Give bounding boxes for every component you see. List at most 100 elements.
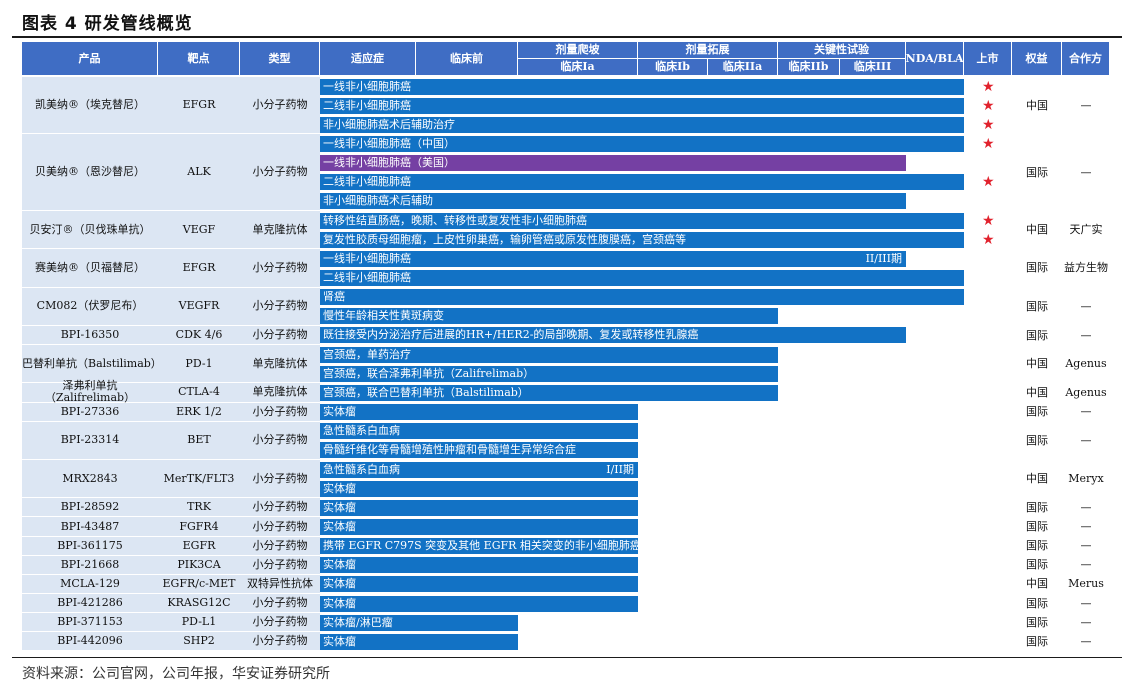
product-target: SHP2 (158, 632, 240, 652)
product-type: 小分子药物 (240, 325, 320, 346)
product-rights: 国际 (1026, 634, 1048, 648)
pipeline-bar: 一线非小细胞肺癌 II/III期 (320, 250, 906, 267)
product-partner: — (1080, 539, 1092, 553)
product-target: EGFR (158, 536, 240, 556)
pipeline-bar: 宫颈癌，单药治疗 (320, 346, 778, 363)
product-type: 小分子药物 (240, 594, 320, 614)
header-preclinical: 临床前 (416, 42, 518, 76)
marketed-star-icon: ★ (982, 174, 995, 191)
pipeline-bar: 宫颈癌，联合巴替利单抗（Balstilimab） (320, 384, 778, 401)
product-type: 小分子药物 (240, 249, 320, 288)
product-name: MCLA-129 (22, 574, 158, 595)
indication-label: 实体瘤 (323, 577, 356, 591)
pipeline-bar: 二线非小细胞肺癌 (320, 270, 964, 286)
product-name: 贝美纳®（恩沙替尼） (22, 134, 158, 212)
header-product: 产品 (22, 42, 158, 76)
marketed-star-icon: ★ (982, 116, 995, 133)
product-target: BET (158, 421, 240, 460)
product-type: 单克隆抗体 (240, 211, 320, 250)
pipeline-bar: 实体瘤 (320, 499, 638, 516)
product-target: PD-1 (158, 345, 240, 384)
header-rights: 权益 (1012, 42, 1062, 76)
product-rights: 中国 (1026, 223, 1048, 237)
indication-label: 实体瘤/淋巴瘤 (323, 615, 393, 629)
pipeline-bar: 二线非小细胞肺癌 (320, 174, 964, 191)
indication-label: 非小细胞肺癌术后辅助治疗 (323, 117, 455, 131)
header-phase-2b: 临床IIb (778, 59, 840, 76)
product-rights: 中国 (1026, 357, 1048, 371)
product-partner: — (1080, 558, 1092, 572)
product-target: EFGR (158, 249, 240, 288)
product-type: 小分子药物 (240, 498, 320, 518)
product-name: CM082（伏罗尼布） (22, 287, 158, 326)
pipeline-bar: 非小细胞肺癌术后辅助治疗 (320, 116, 964, 133)
indication-label: 实体瘤 (323, 500, 356, 514)
pipeline-bar: 携带 EGFR C797S 突变及其他 EGFR 相关突变的非小细胞肺癌 (320, 538, 638, 555)
top-rule (12, 36, 1122, 38)
product-name: 贝安汀®（贝伐珠单抗） (22, 211, 158, 250)
marketed-star-icon: ★ (982, 135, 995, 152)
product-target: CDK 4/6 (158, 325, 240, 346)
product-target: EGFR/c-MET (158, 574, 240, 595)
product-target: ERK 1/2 (158, 402, 240, 422)
product-partner: — (1080, 433, 1092, 447)
product-type: 双特异性抗体 (240, 574, 320, 595)
page-title: 图表 4 研发管线概览 (22, 14, 193, 34)
product-target: TRK (158, 498, 240, 518)
product-target: EFGR (158, 77, 240, 135)
product-name: BPI-27336 (22, 402, 158, 422)
indication-label: 实体瘤 (323, 634, 356, 648)
product-target: ALK (158, 134, 240, 212)
product-rights: 国际 (1026, 405, 1048, 419)
product-name: BPI-442096 (22, 632, 158, 652)
pipeline-bar: 实体瘤 (320, 404, 638, 421)
product-partner: — (1080, 299, 1092, 313)
pipeline-bar: 骨髓纤维化等骨髓增殖性肿瘤和骨髓增生异常综合症 (320, 442, 638, 459)
product-partner: 天广实 (1069, 223, 1103, 237)
pipeline-bar: 急性髓系白血病 (320, 423, 638, 440)
indication-label: 携带 EGFR C797S 突变及其他 EGFR 相关突变的非小细胞肺癌 (323, 539, 638, 553)
indication-label: 急性髓系白血病 (323, 462, 400, 476)
product-name: BPI-21668 (22, 555, 158, 575)
header-phase-1b: 临床Ib (638, 59, 708, 76)
indication-label: 实体瘤 (323, 596, 356, 610)
product-type: 小分子药物 (240, 460, 320, 499)
pipeline-bar: 一线非小细胞肺癌（美国） (320, 155, 906, 172)
marketed-star-icon: ★ (982, 97, 995, 114)
indication-label: 非小细胞肺癌术后辅助 (323, 194, 433, 208)
header-pivotal: 关键性试验 (778, 42, 906, 59)
header-dose-escalation: 剂量爬坡 (518, 42, 638, 59)
pipeline-bar: 复发性胶质母细胞瘤，上皮性卵巢癌，输卵管癌或原发性腹膜癌，宫颈癌等 (320, 231, 964, 248)
product-name: BPI-43487 (22, 517, 158, 537)
header-phase-2a: 临床IIa (708, 59, 778, 76)
pipeline-bar: 实体瘤 (320, 633, 518, 650)
pipeline-bar: 一线非小细胞肺癌 (320, 78, 964, 95)
product-target: FGFR4 (158, 517, 240, 537)
indication-label: 慢性年龄相关性黄斑病变 (323, 309, 444, 323)
indication-label: 既往接受内分泌治疗后进展的HR+/HER2-的局部晚期、复发或转移性乳腺癌 (323, 328, 699, 342)
pipeline-bar: 实体瘤 (320, 595, 638, 612)
pipeline-bar: 既往接受内分泌治疗后进展的HR+/HER2-的局部晚期、复发或转移性乳腺癌 (320, 327, 906, 344)
indication-label: 肾癌 (323, 290, 345, 304)
pipeline-bar: 实体瘤 (320, 518, 638, 535)
product-partner: — (1080, 328, 1092, 342)
product-partner: — (1080, 520, 1092, 533)
indication-label: 一线非小细胞肺癌 (323, 79, 411, 93)
product-name: BPI-361175 (22, 536, 158, 556)
pipeline-bar: 实体瘤 (320, 557, 638, 574)
indication-label: 宫颈癌，联合泽弗利单抗（Zalifrelimab） (323, 366, 535, 380)
product-rights: 国际 (1026, 328, 1048, 342)
product-name: BPI-16350 (22, 325, 158, 346)
indication-label: 骨髓纤维化等骨髓增殖性肿瘤和骨髓增生异常综合症 (323, 443, 576, 457)
product-type: 小分子药物 (240, 421, 320, 460)
marketed-star-icon: ★ (982, 212, 995, 229)
product-partner: Meryx (1068, 472, 1104, 486)
product-rights: 国际 (1026, 596, 1048, 610)
pipeline-bar: 慢性年龄相关性黄斑病变 (320, 308, 778, 325)
indication-label: 实体瘤 (323, 519, 356, 533)
product-type: 小分子药物 (240, 613, 320, 633)
product-rights: 中国 (1026, 577, 1048, 591)
product-rights: 国际 (1026, 433, 1048, 447)
phase-note: II/III期 (865, 251, 902, 265)
product-name: MRX2843 (22, 460, 158, 499)
